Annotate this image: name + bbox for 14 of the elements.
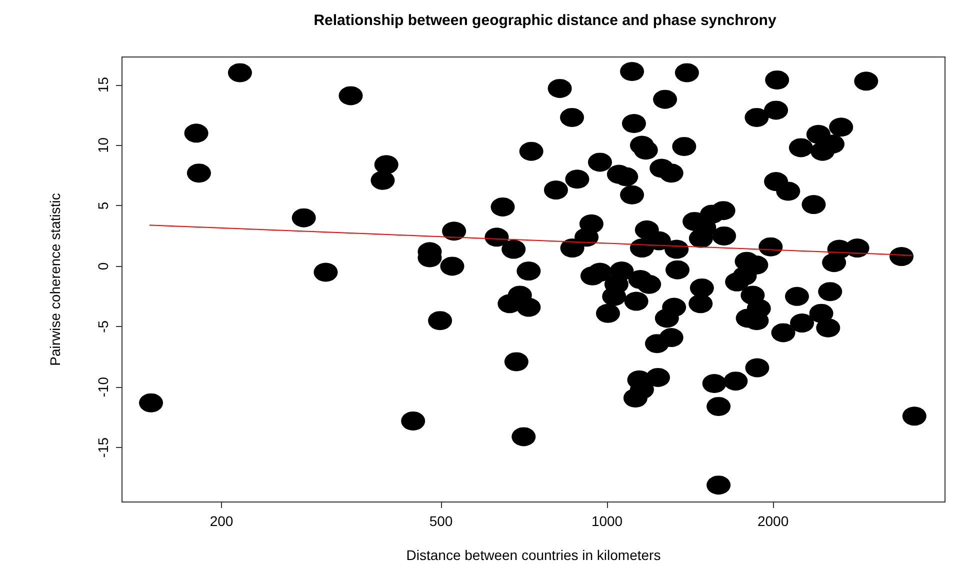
chart-title: Relationship between geographic distance and phase synchrony <box>314 12 777 29</box>
y-tick-label: -10 <box>95 376 111 398</box>
x-tick-label: 2000 <box>757 513 789 529</box>
x-axis-title: Distance between countries in kilometers <box>406 547 661 563</box>
y-tick-label: 10 <box>95 137 111 154</box>
x-tick-label: 200 <box>210 513 234 529</box>
y-tick-label: -5 <box>95 320 111 333</box>
x-tick-label: 500 <box>429 513 453 529</box>
y-tick-label: 15 <box>95 76 111 93</box>
y-tick-label: 5 <box>95 202 111 210</box>
y-tick-label: -15 <box>95 437 111 458</box>
y-axis-title: Pairwise coherence statistic <box>47 193 63 366</box>
x-tick-label: 1000 <box>591 513 623 529</box>
y-tick-label: 0 <box>95 262 111 270</box>
